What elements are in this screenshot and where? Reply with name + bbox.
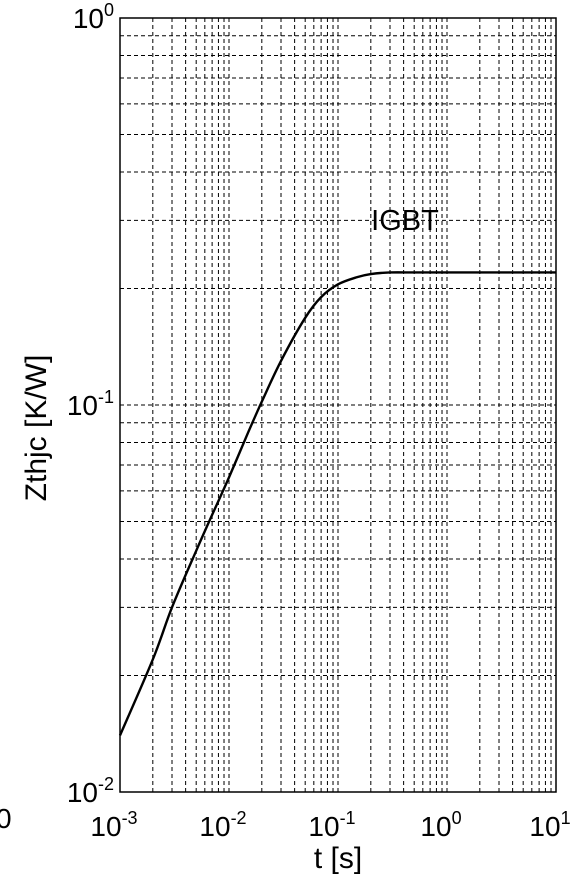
x-tick-label: 100 — [420, 808, 461, 842]
x-tick-label: 101 — [529, 808, 570, 842]
x-tick-label: 10-1 — [308, 808, 355, 842]
x-axis-label: t [s] — [314, 842, 362, 875]
left-edge-label: 0 — [0, 803, 12, 834]
y-tick-label: 10-1 — [67, 387, 114, 421]
x-tick-labels: 10-3 10-2 10-1 100 101 — [90, 808, 570, 842]
annotation-igbt: IGBT — [371, 205, 439, 237]
y-axis-label: Zthjc [K/W] — [20, 355, 53, 502]
grid — [120, 18, 556, 792]
x-tick-label: 10-3 — [90, 808, 137, 842]
y-tick-label: 100 — [73, 0, 114, 34]
series-line-igbt — [118, 271, 556, 736]
y-tick-label: 10-2 — [67, 774, 114, 808]
x-tick-label: 10-2 — [199, 808, 246, 842]
y-tick-labels: 10-2 10-1 100 — [67, 0, 114, 808]
plot-frame — [119, 17, 557, 793]
